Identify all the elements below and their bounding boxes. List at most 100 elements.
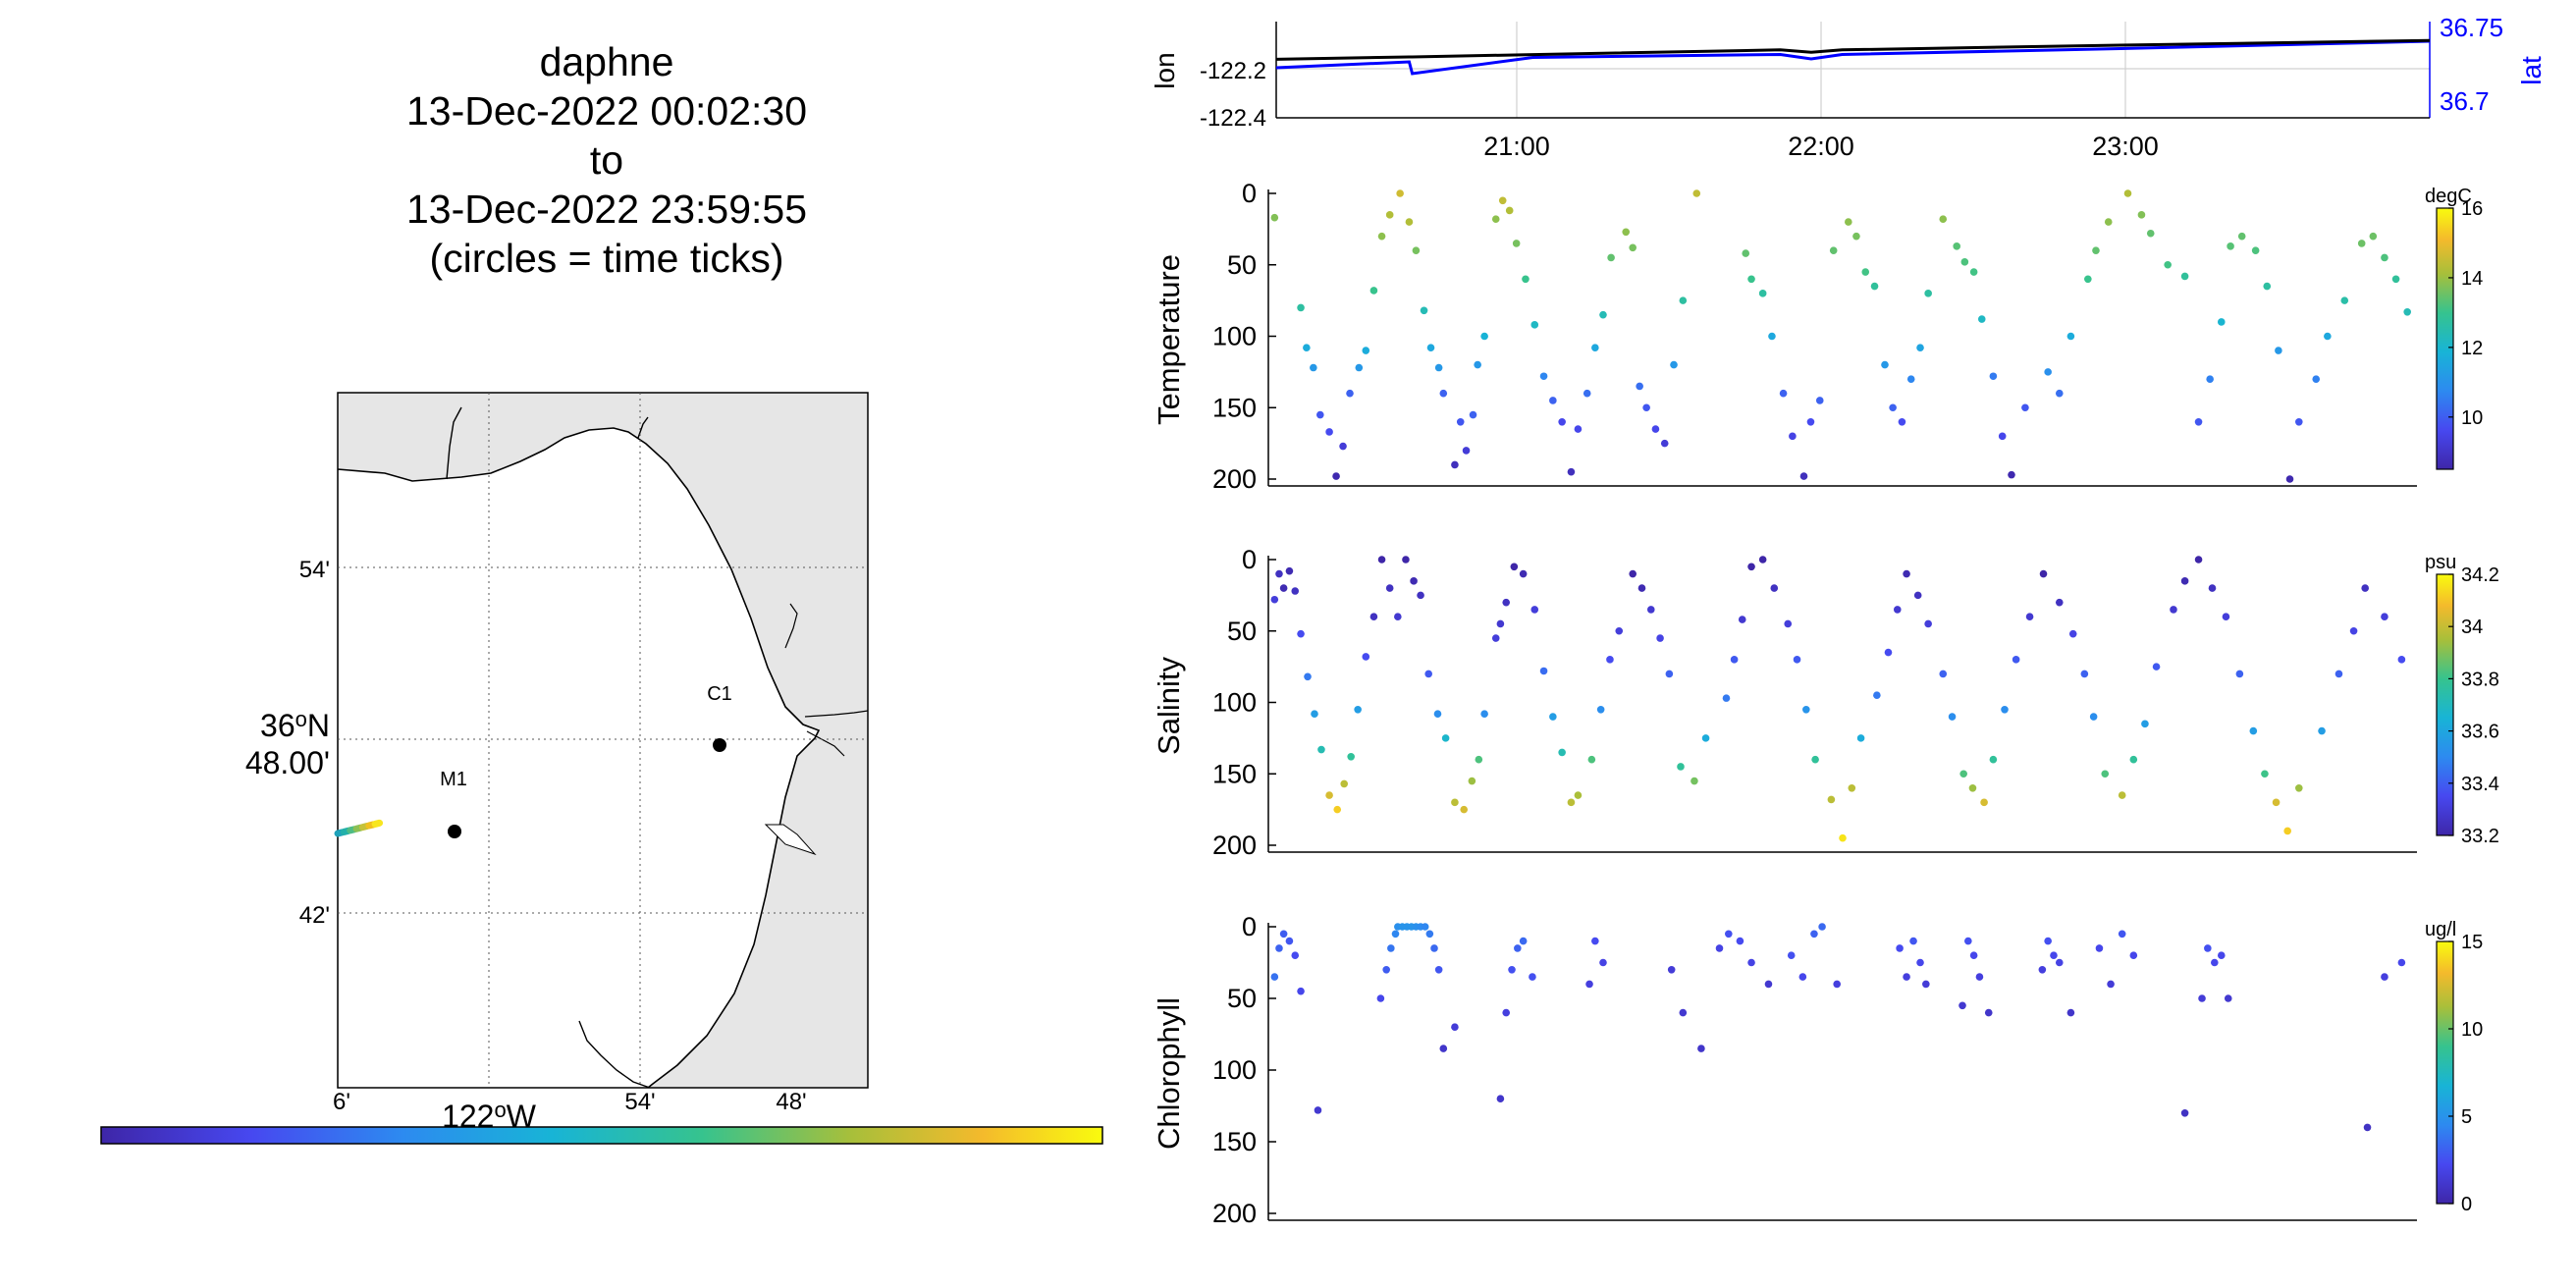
- lat-tick-2: 36.7: [2440, 86, 2490, 116]
- temperature-data-point: [1998, 432, 2007, 441]
- salinity-data-point: [1903, 569, 1910, 578]
- salinity-data-point: [1297, 629, 1305, 638]
- temperature-data-point: [2295, 418, 2303, 426]
- salinity-data-point: [1738, 616, 1746, 623]
- temperature-data-point: [1558, 418, 1566, 426]
- salinity-data-point: [1758, 556, 1767, 564]
- temperature-colorbar-tick-label: 14: [2461, 268, 2483, 290]
- profile-panels: 050100150200TemperaturedegC1614121005010…: [1152, 179, 2499, 1228]
- chlorophyll-y-tick-label: 100: [1212, 1055, 1257, 1085]
- salinity-data-point: [2039, 569, 2048, 578]
- salinity-data-point: [2118, 791, 2126, 799]
- salinity-data-point: [1377, 556, 1386, 564]
- chlorophyll-data-point: [1508, 966, 1516, 974]
- chlorophyll-colorbar-tick-label: 5: [2461, 1106, 2472, 1128]
- temperature-data-point: [1325, 428, 1333, 436]
- salinity-colorbar-tick-label: 33.8: [2461, 669, 2499, 690]
- temperature-data-point: [1953, 242, 1960, 250]
- chlorophyll-data-point: [1439, 1045, 1448, 1052]
- temperature-data-point: [1512, 240, 1521, 247]
- temperature-data-point: [1505, 206, 1514, 215]
- chlorophyll-data-point: [1975, 973, 1984, 981]
- temperature-data-point: [1768, 332, 1776, 341]
- temperature-data-point: [1889, 403, 1897, 412]
- temperature-data-point: [1789, 432, 1797, 441]
- temperature-data-point: [1530, 321, 1539, 329]
- chlorophyll-data-point: [2066, 1008, 2075, 1017]
- salinity-data-point: [1502, 598, 1511, 607]
- chlorophyll-data-point: [2038, 966, 2047, 974]
- salinity-data-point: [1270, 595, 1279, 604]
- chlorophyll-data-point: [1279, 930, 1288, 939]
- salinity-data-point: [1362, 653, 1370, 661]
- chlorophyll-data-point: [1430, 944, 1438, 952]
- temperature-data-point: [1977, 315, 1986, 323]
- salinity-data-point: [1980, 798, 1988, 807]
- salinity-data-point: [1285, 566, 1294, 575]
- chlorophyll-y-tick-label: 150: [1212, 1127, 1257, 1156]
- temperature-data-point: [2251, 246, 2260, 254]
- chlorophyll-data-point: [1529, 973, 1536, 981]
- salinity-data-point: [1491, 634, 1500, 642]
- temperature-data-point: [1881, 360, 1889, 369]
- chlorophyll-data-point: [1916, 958, 1924, 967]
- salinity-data-point: [1460, 805, 1469, 814]
- elkhorn-slough: [784, 603, 798, 649]
- temperature-colorbar-unit: degC: [2425, 186, 2472, 207]
- temperature-data-point: [1498, 196, 1507, 205]
- salinity-data-point: [1948, 713, 1957, 721]
- temperature-data-point: [2146, 229, 2155, 238]
- salinity-data-point: [1539, 667, 1548, 675]
- temperature-data-point: [2340, 296, 2349, 304]
- chlorophyll-data-point: [1425, 930, 1434, 939]
- chlorophyll-data-point: [1291, 951, 1300, 959]
- temperature-data-point: [2021, 403, 2029, 412]
- salinity-data-point: [1722, 694, 1731, 702]
- temperature-data-point: [1456, 418, 1465, 426]
- chlorophyll-data-point: [1270, 973, 1279, 981]
- temperature-data-point: [1861, 268, 1870, 276]
- track-segment: [371, 819, 384, 828]
- chlorophyll-data-point: [2118, 930, 2126, 939]
- salinity-colorbar-tick-label: 33.2: [2461, 826, 2499, 847]
- salinity-data-point: [1701, 734, 1710, 742]
- temperature-data-point: [2391, 275, 2400, 284]
- chlorophyll-data-point: [2129, 951, 2138, 959]
- station-c1: C1: [707, 683, 732, 752]
- temperature-data-point: [1742, 249, 1750, 257]
- salinity-data-point: [1410, 577, 1418, 585]
- time-tick-23: 23:00: [2092, 132, 2159, 161]
- temperature-data-point: [1469, 410, 1477, 419]
- salinity-data-point: [1304, 672, 1312, 681]
- chlorophyll-data-point: [1387, 944, 1395, 952]
- lon-series-line: [1275, 38, 2431, 61]
- salinity-data-point: [1968, 784, 1977, 792]
- chlorophyll-data-point: [2180, 1109, 2189, 1117]
- river-pajaro: [637, 416, 649, 439]
- temperature-data-point: [2164, 260, 2172, 269]
- salinity-colorbar: [2436, 573, 2454, 836]
- temperature-data-point: [1629, 243, 1637, 252]
- temperature-data-point: [1916, 344, 1924, 351]
- chlorophyll-data-point: [1736, 937, 1744, 945]
- salinity-data-point: [1989, 755, 1998, 764]
- chlorophyll-data-point: [1697, 1045, 1705, 1052]
- salinity-data-point: [1587, 755, 1596, 764]
- monterey-bay-water: [338, 427, 821, 1088]
- salinity-data-point: [1811, 755, 1819, 764]
- salinity-data-point: [1606, 656, 1614, 664]
- salinity-data-point: [2080, 670, 2089, 678]
- salinity-data-point: [2261, 770, 2269, 778]
- salinity-colorbar-tick-label: 34.2: [2461, 564, 2499, 586]
- salinity-data-point: [2001, 705, 2009, 714]
- temperature-data-point: [1642, 403, 1650, 412]
- temperature-data-point: [1385, 211, 1394, 219]
- temperature-data-point: [1591, 344, 1599, 351]
- salinity-data-point: [1856, 734, 1865, 742]
- salinity-data-point: [2397, 656, 2406, 664]
- chlorophyll-data-point: [1391, 930, 1400, 939]
- chlorophyll-data-point: [1502, 1008, 1511, 1017]
- chlorophyll-data-point: [1451, 1023, 1459, 1031]
- salinity-data-point: [1924, 619, 1932, 628]
